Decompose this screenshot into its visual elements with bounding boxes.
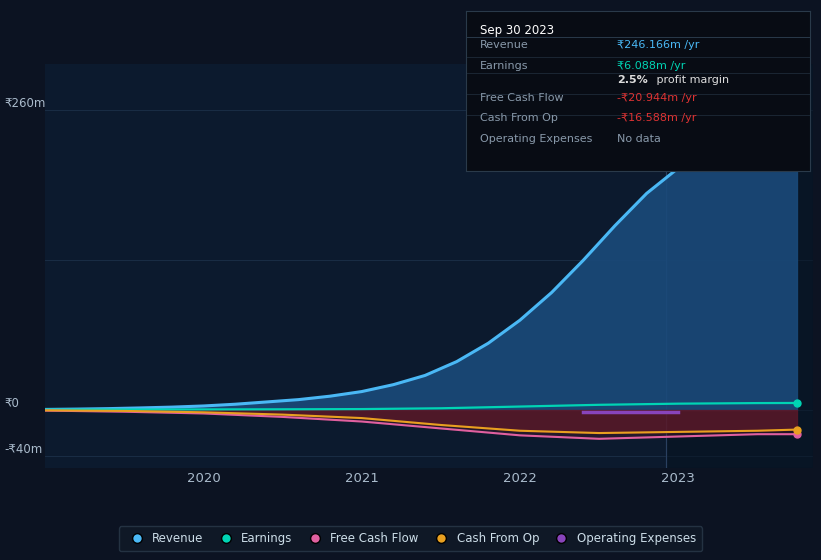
Text: -₹40m: -₹40m [4, 443, 43, 456]
Text: -₹20.944m /yr: -₹20.944m /yr [617, 92, 697, 102]
Text: Cash From Op: Cash From Op [480, 113, 558, 123]
Text: profit margin: profit margin [654, 75, 730, 85]
Text: -₹16.588m /yr: -₹16.588m /yr [617, 113, 697, 123]
Text: ₹260m: ₹260m [4, 97, 45, 110]
Text: ₹246.166m /yr: ₹246.166m /yr [617, 40, 699, 50]
Text: Operating Expenses: Operating Expenses [480, 134, 593, 144]
Text: Free Cash Flow: Free Cash Flow [480, 92, 564, 102]
Text: Earnings: Earnings [480, 60, 529, 71]
Text: 2.5%: 2.5% [617, 75, 648, 85]
Text: Sep 30 2023: Sep 30 2023 [480, 24, 554, 37]
Text: Revenue: Revenue [480, 40, 529, 50]
Text: No data: No data [617, 134, 661, 144]
Bar [666, 64, 813, 468]
Legend: Revenue, Earnings, Free Cash Flow, Cash From Op, Operating Expenses: Revenue, Earnings, Free Cash Flow, Cash … [119, 526, 702, 551]
Text: ₹0: ₹0 [4, 397, 19, 410]
Text: ₹6.088m /yr: ₹6.088m /yr [617, 60, 686, 71]
